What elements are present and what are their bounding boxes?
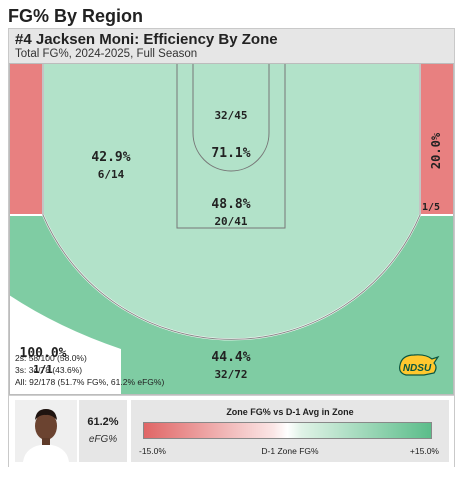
label-pct-corner-three-right: 20.0% [429, 132, 443, 169]
chart-footer: 61.2% eFG% Zone FG% vs D-1 Avg in Zone -… [9, 395, 454, 467]
label-ma-restricted-area: 32/45 [214, 109, 247, 122]
legend-gradient-bar [143, 422, 432, 439]
label-ma-above-break-three: 32/72 [214, 368, 247, 381]
zone-corner-three-left [9, 63, 44, 216]
label-ma-midrange: 6/14 [98, 168, 125, 181]
efg-value: 61.2% [87, 416, 119, 428]
label-ma-corner-three-right: 1/5 [422, 202, 440, 213]
label-pct-paint: 48.8% [211, 197, 250, 212]
all-summary: All: 92/178 (51.7% FG%, 61.2% eFG%) [15, 377, 165, 387]
legend-title: Zone FG% vs D-1 Avg in Zone [226, 407, 354, 417]
label-ma-backcourt: 1/1 [33, 363, 53, 376]
page-title: FG% By Region [8, 6, 144, 26]
zone-backcourt [9, 295, 121, 395]
legend-min-label: -15.0% [139, 446, 166, 456]
player-headshot-icon [15, 400, 77, 462]
label-pct-backcourt: 100.0% [20, 346, 67, 361]
legend-mid-label: D-1 Zone FG% [261, 446, 319, 456]
efg-box: 61.2% eFG% [79, 400, 127, 462]
efg-label: eFG% [88, 434, 118, 445]
label-pct-above-break-three: 44.4% [211, 350, 250, 365]
bison-icon [399, 354, 440, 376]
player-title: #4 Jacksen Moni: Efficiency By Zone [15, 31, 278, 48]
label-pct-restricted-area: 71.1% [211, 146, 250, 161]
court-chart: 71.1% 32/45 48.8% 20/41 42.9% 6/14 20.0%… [9, 63, 454, 395]
court-border [9, 63, 454, 395]
ndsu-logo: NDSU [399, 354, 440, 376]
chart-subtitle: Total FG%, 2024-2025, Full Season [15, 48, 198, 60]
label-ma-paint: 20/41 [214, 215, 247, 228]
logo-text: NDSU [403, 363, 432, 374]
label-pct-midrange: 42.9% [91, 150, 130, 165]
chart-card: #4 Jacksen Moni: Efficiency By Zone Tota… [8, 28, 455, 467]
zone-restricted-area [192, 63, 270, 172]
shot-summary: 2s: 58/100 (58.0%) 3s: 34/78 (43.6%) All… [15, 352, 164, 388]
threes-summary: 3s: 34/78 (43.6%) [15, 365, 83, 375]
chart-header: #4 Jacksen Moni: Efficiency By Zone Tota… [9, 29, 454, 64]
twos-summary: 2s: 58/100 (58.0%) [15, 353, 87, 363]
three-point-line [42, 63, 421, 340]
legend-max-label: +15.0% [409, 446, 439, 456]
color-legend: Zone FG% vs D-1 Avg in Zone -15.0% D-1 Z… [131, 400, 449, 462]
